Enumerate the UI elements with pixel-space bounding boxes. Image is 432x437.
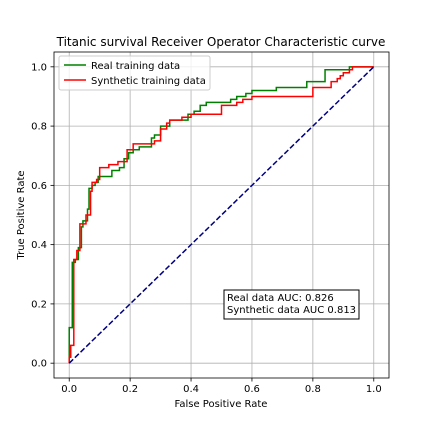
annotation-line-synthetic: Synthetic data AUC 0.813	[227, 305, 356, 316]
y-tick-label-2: 0.4	[31, 240, 47, 251]
x-tick-label-0: 0.0	[61, 384, 77, 395]
axes-frame	[53, 51, 390, 379]
series-line-real	[68, 66, 374, 364]
y-axis-label: True Positive Rate	[16, 170, 27, 260]
legend-label-real: Real training data	[91, 61, 180, 72]
y-tick-label-3: 0.6	[31, 181, 47, 192]
series-line-synthetic	[68, 66, 374, 364]
x-tick-label-2: 0.4	[183, 384, 199, 395]
x-tick-label-1: 0.2	[122, 384, 138, 395]
x-tick-label-3: 0.6	[244, 384, 260, 395]
y-tick-label-4: 0.8	[31, 122, 47, 133]
x-tick-label-5: 1.0	[366, 384, 382, 395]
y-tick-label-1: 0.2	[31, 299, 47, 310]
annotation-frame	[223, 289, 360, 320]
x-tick-label-4: 0.8	[305, 384, 321, 395]
legend-frame	[58, 55, 211, 91]
annotation-line-real: Real data AUC: 0.826	[227, 293, 334, 304]
y-tick-label-0: 0.0	[31, 359, 47, 370]
chart-title: Titanic survival Receiver Operator Chara…	[56, 35, 386, 49]
legend-label-synthetic: Synthetic training data	[91, 76, 206, 87]
auc-annotation: Real data AUC: 0.826 Synthetic data AUC …	[223, 289, 360, 320]
legend: Real training data Synthetic training da…	[58, 55, 211, 91]
axes-spines	[53, 51, 390, 379]
y-tick-label-5: 1.0	[31, 62, 47, 73]
series-layer	[68, 66, 375, 364]
x-axis-label: False Positive Rate	[175, 399, 268, 410]
tick-labels: 0.0 0.2 0.4 0.6 0.8 1.0 0.0 0.2 0.4 0.6 0.8 1.0	[31, 62, 382, 395]
